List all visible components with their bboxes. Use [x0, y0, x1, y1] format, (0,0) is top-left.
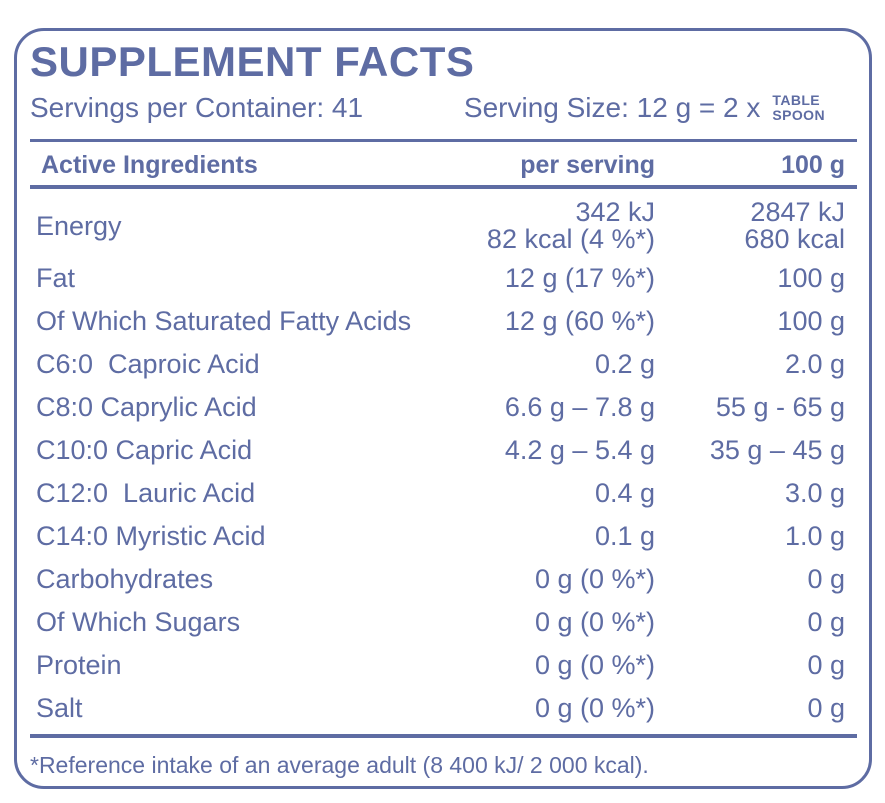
per-100g-value: 0 g: [807, 607, 845, 637]
per-100g-value: 35 g – 45 g: [709, 435, 845, 465]
table-row: C6:0 Caproic Acid 0.2 g 2.0 g: [34, 343, 845, 386]
per-serving-value: 0.4 g: [594, 478, 655, 508]
per-serving-value: 0.2 g: [594, 349, 655, 379]
per-serving-value: 12 g (17 %*): [504, 263, 655, 293]
ingredient-name: C12:0 Lauric Acid: [36, 478, 256, 508]
table-row: C12:0 Lauric Acid 0.4 g 3.0 g: [34, 472, 845, 515]
table-row: Carbohydrates 0 g (0 %*) 0 g: [34, 558, 845, 601]
ingredient-name: Of Which Saturated Fatty Acids: [36, 306, 412, 336]
per-serving-value: 0.1 g: [594, 521, 655, 551]
table-header-row: Active Ingredients per serving 100 g: [34, 150, 845, 180]
table-row: Of Which Saturated Fatty Acids 12 g (60 …: [34, 300, 845, 343]
header-per-serving: per serving: [520, 151, 655, 179]
serving-info-row: Servings per Container: 41 Serving Size:…: [30, 91, 845, 125]
ingredient-name: Protein: [36, 650, 122, 680]
per-serving-value: 12 g (60 %*): [504, 306, 655, 336]
table-row: Fat 12 g (17 %*) 100 g: [34, 257, 845, 300]
ingredient-name: Carbohydrates: [36, 564, 214, 594]
divider-header: [30, 185, 857, 189]
ingredient-name: Salt: [36, 693, 83, 723]
table-row: Protein 0 g (0 %*) 0 g: [34, 644, 845, 687]
ingredient-name: Fat: [36, 263, 76, 293]
table-row-energy: Energy 342 kJ 82 kcal (4 %*) 2847 kJ 680…: [34, 189, 845, 257]
per-serving-value-line1: 342 kJ: [575, 197, 655, 227]
per-100g-value: 1.0 g: [784, 521, 845, 551]
header-active-ingredients: Active Ingredients: [41, 151, 258, 179]
divider-top: [30, 139, 857, 142]
table-row: C14:0 Myristic Acid 0.1 g 1.0 g: [34, 515, 845, 558]
per-100g-value: 0 g: [807, 693, 845, 723]
per-100g-value: 100 g: [777, 263, 845, 293]
ingredient-name: C8:0 Caprylic Acid: [36, 392, 257, 422]
serving-size-text: Serving Size: 12 g = 2 x: [463, 92, 761, 123]
reference-intake-footnote: *Reference intake of an average adult (8…: [30, 752, 649, 778]
divider-bottom: [30, 734, 857, 738]
per-100g-value: 0 g: [807, 650, 845, 680]
table-row: C8:0 Caprylic Acid 6.6 g – 7.8 g 55 g - …: [34, 386, 845, 429]
per-100g-value: 0 g: [807, 564, 845, 594]
per-serving-value: 0 g (0 %*): [534, 650, 655, 680]
ingredient-name: Energy: [36, 210, 122, 241]
per-100g-value: 55 g - 65 g: [715, 392, 845, 422]
serving-size-unit-line2: SPOON: [772, 107, 825, 123]
serving-size-unit: TABLE SPOON: [772, 93, 825, 123]
per-100g-value: 2.0 g: [784, 349, 845, 379]
table-row: C10:0 Capric Acid 4.2 g – 5.4 g 35 g – 4…: [34, 429, 845, 472]
per-serving-value: 4.2 g – 5.4 g: [504, 435, 655, 465]
servings-per-container: Servings per Container: 41: [30, 92, 364, 123]
ingredient-name: C6:0 Caproic Acid: [36, 349, 260, 379]
per-serving-value: 6.6 g – 7.8 g: [504, 392, 655, 422]
serving-size: Serving Size: 12 g = 2 x TABLE SPOON: [464, 91, 845, 125]
header-100g: 100 g: [781, 151, 845, 179]
table-row: Of Which Sugars 0 g (0 %*) 0 g: [34, 601, 845, 644]
per-serving-value: 0 g (0 %*): [534, 693, 655, 723]
per-100g-value-line1: 2847 kJ: [750, 197, 845, 227]
serving-size-unit-line1: TABLE: [772, 92, 821, 108]
per-serving-value-line2: 82 kcal (4 %*): [486, 224, 655, 254]
per-100g-value: 3.0 g: [784, 478, 845, 508]
ingredient-name: C10:0 Capric Acid: [36, 435, 253, 465]
per-100g-value: 2847 kJ 680 kcal: [655, 199, 845, 253]
supplement-facts-card: SUPPLEMENT FACTS Servings per Container:…: [14, 28, 872, 789]
per-serving-value: 342 kJ 82 kcal (4 %*): [485, 199, 655, 253]
per-serving-value: 0 g (0 %*): [534, 564, 655, 594]
per-100g-value: 100 g: [777, 306, 845, 336]
ingredient-name: Of Which Sugars: [36, 607, 241, 637]
per-100g-value-line2: 680 kcal: [744, 224, 845, 254]
ingredient-name: C14:0 Myristic Acid: [36, 521, 266, 551]
per-serving-value: 0 g (0 %*): [534, 607, 655, 637]
label-title: SUPPLEMENT FACTS: [30, 38, 475, 85]
table-row: Salt 0 g (0 %*) 0 g: [34, 687, 845, 730]
